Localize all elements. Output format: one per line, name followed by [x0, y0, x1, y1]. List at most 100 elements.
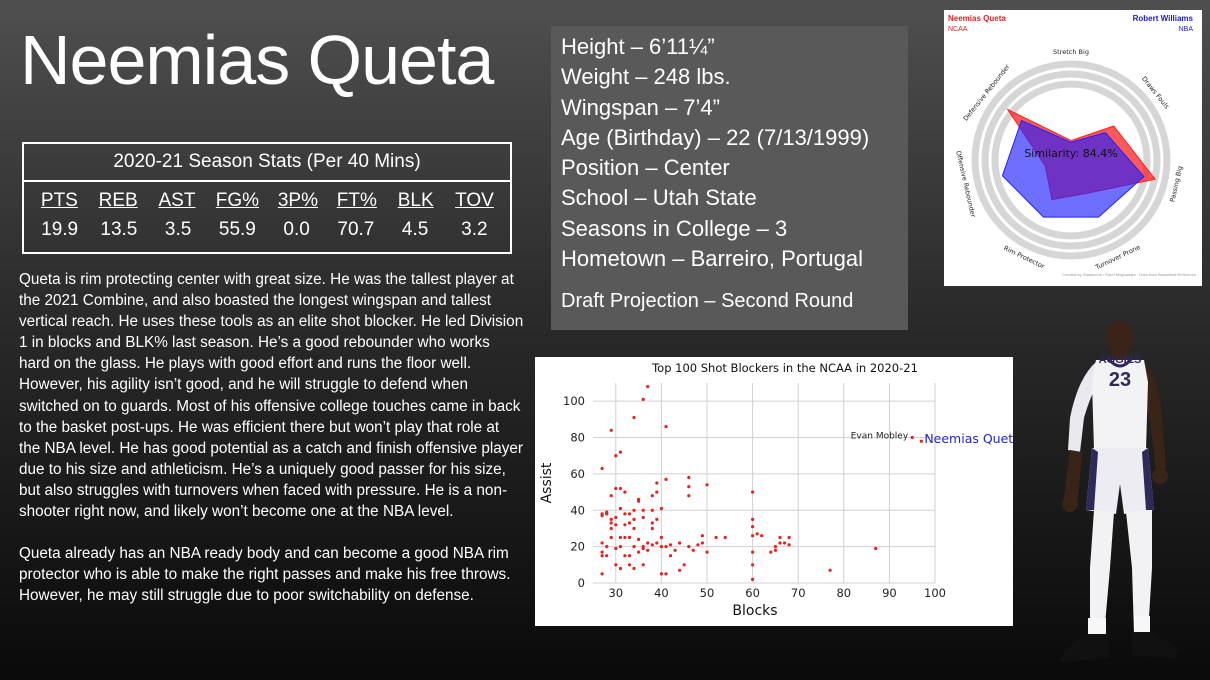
- player-right-shoe: [1132, 632, 1178, 658]
- info-seasons: Seasons in College – 3: [561, 215, 788, 241]
- stats-val-reb: 13.5: [100, 219, 138, 240]
- scatter-point: [664, 572, 668, 576]
- scatter-point: [618, 535, 622, 540]
- radar-ring-0: [971, 60, 1171, 260]
- radar-rings: [971, 60, 1171, 260]
- scatter-point: [919, 439, 923, 443]
- scatter-point: [700, 534, 704, 538]
- radar-polygon-right: [1001, 119, 1145, 218]
- info-age: Age (Birthday) – 22 (7/13/1999): [561, 124, 870, 150]
- scatter-annotation-highlight: Neemias Queta: [924, 431, 1013, 446]
- scatter-point: [910, 435, 914, 440]
- scatter-point: [705, 483, 709, 487]
- scatter-point: [609, 428, 613, 432]
- scatter-point: [600, 466, 604, 471]
- scatter-point: [773, 545, 777, 549]
- player-left-shoe: [1060, 634, 1110, 662]
- scatter-point: [623, 523, 627, 527]
- scatter-point: [687, 475, 691, 480]
- scatter-point: [664, 545, 668, 549]
- radar-similarity: Similarity: 84.4%: [1024, 147, 1117, 160]
- player-left-sock: [1088, 618, 1106, 634]
- scatter-point: [600, 572, 604, 576]
- scatter-point: [627, 554, 632, 558]
- scatter-point: [778, 541, 782, 545]
- scatter-point: [641, 397, 645, 401]
- scatter-xtick: 30: [608, 586, 623, 600]
- scatter-point: [618, 545, 622, 549]
- radar-axis-label: Draws Fouls: [1140, 75, 1171, 111]
- info-hometown: Hometown – Barreiro, Portugal: [561, 246, 864, 272]
- scatter-point: [632, 415, 636, 420]
- scatter-point: [618, 506, 622, 511]
- stats-col-pts: PTS: [40, 190, 78, 211]
- radar-ring-1: [981, 70, 1161, 250]
- scatter-annotation: Evan Mobley: [851, 432, 909, 442]
- scatter-point: [678, 568, 682, 572]
- scatter-point: [641, 508, 645, 512]
- scatter-point: [627, 535, 632, 540]
- radar-svg: Neemias Queta NCAA Robert Williams NBA S…: [948, 14, 1197, 277]
- scatter-xtick: 90: [882, 586, 897, 600]
- scatter-point: [760, 534, 764, 538]
- scatter-point: [605, 554, 609, 558]
- scatter-point: [678, 541, 682, 545]
- scatter-point: [782, 541, 787, 545]
- scatter-point: [714, 535, 718, 540]
- scatter-point: [659, 545, 663, 549]
- scatter-point: [668, 543, 673, 547]
- scatter-xtick: 70: [791, 586, 806, 600]
- stats-col-3p: 3P%: [277, 190, 318, 211]
- scouting-description: Queta is rim protecting center with grea…: [19, 269, 524, 627]
- scatter-point: [751, 577, 755, 581]
- season-stats-table: 2020-21 Season Stats (Per 40 Mins) PTS R…: [22, 142, 512, 254]
- scatter-point: [609, 517, 613, 521]
- scatter-xtick: 80: [836, 586, 851, 600]
- stats-val-tov: 3.2: [461, 219, 488, 240]
- scatter-point: [614, 486, 618, 491]
- stats-val-fg: 55.9: [218, 219, 256, 240]
- scatter-point: [650, 521, 654, 525]
- scatter-point: [641, 563, 645, 567]
- scatter-point: [632, 526, 636, 531]
- player-left-fist: [1062, 496, 1078, 512]
- scatter-point: [618, 486, 622, 491]
- player-photo: AGGIES 23: [1048, 318, 1208, 668]
- scatter-point: [600, 541, 604, 545]
- stats-col-reb: REB: [98, 190, 138, 211]
- player-neck: [1112, 350, 1128, 360]
- player-right-sock: [1134, 616, 1150, 632]
- player-jersey: [1092, 360, 1148, 450]
- scatter-point: [632, 508, 636, 512]
- radar-player-right: Robert Williams: [1133, 14, 1194, 23]
- scatter-xlabel: Blocks: [732, 603, 777, 619]
- scatter-ytick: 0: [578, 576, 585, 590]
- scatter-point: [623, 490, 627, 494]
- scatter-point: [605, 512, 609, 516]
- player-collar: [1106, 357, 1134, 368]
- scatter-svg: Top 100 Shot Blockers in the NCAA in 202…: [539, 361, 1021, 619]
- scatter-xtick: 60: [745, 586, 760, 600]
- scatter-point: [673, 548, 677, 552]
- stats-value-row: 19.9 13.5 3.5 55.9 0.0 70.7 4.5 3.2: [24, 219, 510, 241]
- scatter-point: [659, 535, 663, 540]
- scatter-point: [618, 566, 622, 571]
- stats-val-ft: 70.7: [337, 219, 375, 240]
- scatter-point: [609, 494, 613, 498]
- scatter-point: [641, 545, 645, 549]
- scatter-point: [627, 512, 632, 516]
- scatter-point: [664, 425, 668, 429]
- scatter-title: Top 100 Shot Blockers in the NCAA in 202…: [651, 361, 918, 375]
- jersey-number: 23: [1109, 369, 1131, 391]
- scatter-point: [614, 454, 618, 458]
- scatter-point: [778, 535, 782, 540]
- player-right-arm: [1142, 362, 1166, 470]
- scatter-point: [655, 481, 659, 485]
- scatter-point: [623, 512, 627, 516]
- scatter-point: [632, 517, 636, 521]
- scatter-point: [614, 523, 618, 527]
- info-school: School – Utah State: [561, 185, 757, 211]
- stats-val-3p: 0.0: [283, 219, 310, 240]
- scatter-point: [682, 563, 686, 567]
- player-left-forearm: [1064, 450, 1082, 500]
